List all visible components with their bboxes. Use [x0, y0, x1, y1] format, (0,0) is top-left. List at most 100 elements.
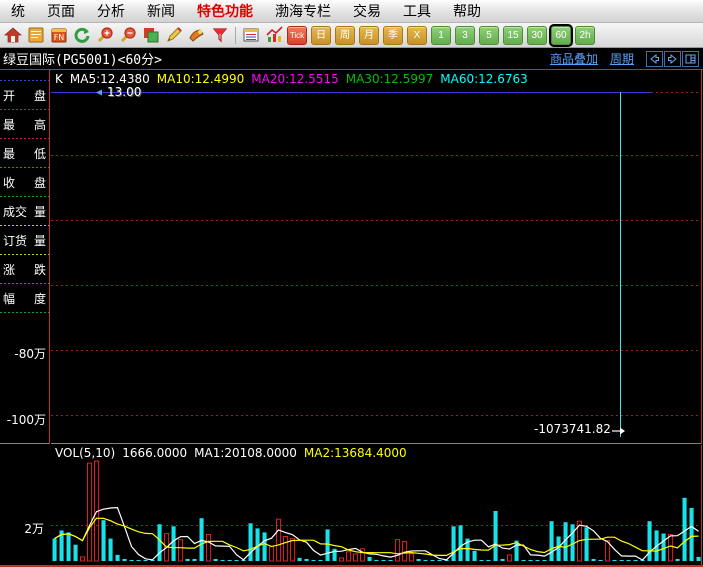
price-gridline-2: [51, 220, 701, 221]
menu-item-2[interactable]: 分析: [97, 3, 125, 19]
zoom-out-icon[interactable]: [118, 25, 138, 45]
sidebar-label-pct-r: 度: [33, 291, 46, 306]
home-icon[interactable]: [3, 25, 23, 45]
sidebar-rule-1: [0, 109, 49, 110]
sidebar-label-open-r: 盘: [33, 88, 46, 103]
period-1m[interactable]: 1: [431, 25, 451, 45]
toolbar: FN Tick 日 周 月 季 X: [0, 23, 703, 48]
menu-item-3[interactable]: 新闻: [147, 3, 175, 19]
sidebar-rule-3: [0, 167, 49, 168]
legend-ma10: MA10:12.4990: [156, 72, 245, 86]
cursor-value-label: -1073741.82: [534, 422, 611, 436]
price-gridline-4: [51, 350, 701, 351]
nav-prev-icon[interactable]: [646, 50, 663, 67]
refresh-icon[interactable]: [72, 25, 92, 45]
crosshair-vertical: [620, 92, 621, 437]
sidebar-rule-7: [0, 283, 49, 284]
legend-k: K: [55, 72, 63, 86]
menu-item-6[interactable]: 交易: [353, 3, 381, 19]
menu-item-7[interactable]: 工具: [403, 3, 431, 19]
volume-pane[interactable]: VOL(5,10) 1666.0000 MA1:20108.0000 MA2:1368…: [51, 445, 702, 567]
table-icon[interactable]: [241, 25, 261, 45]
filter-icon[interactable]: [210, 25, 230, 45]
legend-ma20: MA20:12.5515: [251, 72, 339, 86]
fund-icon[interactable]: FN: [49, 25, 69, 45]
reference-arrow-icon: [96, 89, 102, 96]
period-month[interactable]: 月: [359, 25, 379, 45]
period-quarter[interactable]: 季: [383, 25, 403, 45]
price-axis-label-0: -80万: [14, 347, 46, 361]
overlay-link[interactable]: 商品叠加: [549, 52, 598, 66]
period-3m[interactable]: 3: [455, 25, 475, 45]
period-30m[interactable]: 30: [527, 25, 547, 45]
period-tick[interactable]: Tick: [287, 25, 307, 45]
sidebar-row-openinterest: 订货 量: [0, 226, 49, 254]
reference-price-label: 13.00: [107, 85, 142, 99]
volume-axis-label: 2万: [24, 522, 44, 536]
menu-item-5[interactable]: 渤海专栏: [275, 3, 331, 19]
sidebar-rule-2: [0, 138, 49, 139]
sidebar-row-low: 最 低: [0, 139, 49, 167]
period-2h[interactable]: 2h: [575, 25, 595, 45]
sidebar-label-low-r: 低: [33, 146, 46, 161]
period-5m[interactable]: 5: [479, 25, 499, 45]
legend-ma30: MA30:12.5997: [345, 72, 434, 86]
sidebar-label-volume-l: 成交: [3, 204, 28, 219]
period-link[interactable]: 周期: [609, 52, 634, 66]
reference-price-line: [51, 92, 651, 93]
sidebar-label-change-l: 涨: [3, 262, 16, 277]
chart-body: 开 盘 最 高 最 低 收 盘 成交 量 订货 量 涨 跌 幅 度: [0, 70, 703, 567]
price-axis-label-1: -100万: [6, 413, 46, 427]
sidebar-label-oi-r: 量: [33, 233, 46, 248]
sidebar-rule-8: [0, 312, 49, 313]
sidebar-rule-4: [0, 196, 49, 197]
legend-vol: VOL(5,10): [55, 446, 116, 460]
price-gridline-1: [51, 155, 701, 156]
sidebar-row-high: 最 高: [0, 110, 49, 138]
period-custom[interactable]: X: [407, 25, 427, 45]
menu-item-1[interactable]: 页面: [47, 3, 75, 19]
layout-icon[interactable]: [682, 50, 699, 67]
menu-item-0[interactable]: 统: [11, 3, 25, 19]
legend-ma60: MA60:12.6763: [440, 72, 528, 86]
period-week[interactable]: 周: [335, 25, 355, 45]
period-15m[interactable]: 15: [503, 25, 523, 45]
menu-item-4[interactable]: 特色功能: [197, 3, 253, 19]
zoom-in-icon[interactable]: [95, 25, 115, 45]
nav-next-icon[interactable]: [664, 50, 681, 67]
notes-icon[interactable]: [26, 25, 46, 45]
sidebar-label-close-l: 收: [3, 175, 16, 190]
sidebar-rule-6: [0, 254, 49, 255]
volume-bars: [52, 460, 701, 562]
price-gridline-5: [51, 415, 701, 416]
sidebar-row-open: 开 盘: [0, 81, 49, 109]
legend-vol-value: 1666.0000: [122, 446, 188, 460]
chart-icon[interactable]: [264, 25, 284, 45]
pencil-icon[interactable]: [164, 25, 184, 45]
sidebar-label-high-r: 高: [33, 117, 46, 132]
volume-legend: VOL(5,10) 1666.0000 MA1:20108.0000 MA2:1368…: [55, 446, 414, 460]
alert-icon[interactable]: [187, 25, 207, 45]
sidebar-label-pct-l: 幅: [3, 291, 16, 306]
period-day[interactable]: 日: [311, 25, 331, 45]
sidebar-row-volume: 成交 量: [0, 197, 49, 225]
layers-icon[interactable]: [141, 25, 161, 45]
period-60m[interactable]: 60: [549, 23, 573, 47]
sidebar-rule-5: [0, 225, 49, 226]
title-right-controls: 商品叠加 周期: [550, 50, 701, 67]
legend-ma5: MA5:12.4380: [69, 72, 150, 86]
svg-text:FN: FN: [54, 33, 65, 42]
sidebar-rule-0: [0, 80, 49, 81]
menu-item-8[interactable]: 帮助: [453, 3, 481, 19]
sidebar-label-open-l: 开: [3, 88, 16, 103]
sidebar-label-low-l: 最: [3, 146, 16, 161]
quote-sidebar: 开 盘 最 高 最 低 收 盘 成交 量 订货 量 涨 跌 幅 度: [0, 70, 50, 444]
sidebar-label-oi-l: 订货: [3, 233, 28, 248]
price-pane[interactable]: K MA5:12.4380 MA10:12.4990 MA20:12.5515 MA30…: [51, 70, 702, 444]
price-gridline-3: [51, 285, 701, 286]
sidebar-label-close-r: 盘: [33, 175, 46, 190]
sidebar-label-high-l: 最: [3, 117, 16, 132]
symbol-title: 绿豆国际(PG5001)<60分>: [3, 53, 162, 68]
sidebar-row-pct: 幅 度: [0, 284, 49, 312]
sidebar-label-volume-r: 量: [33, 204, 46, 219]
